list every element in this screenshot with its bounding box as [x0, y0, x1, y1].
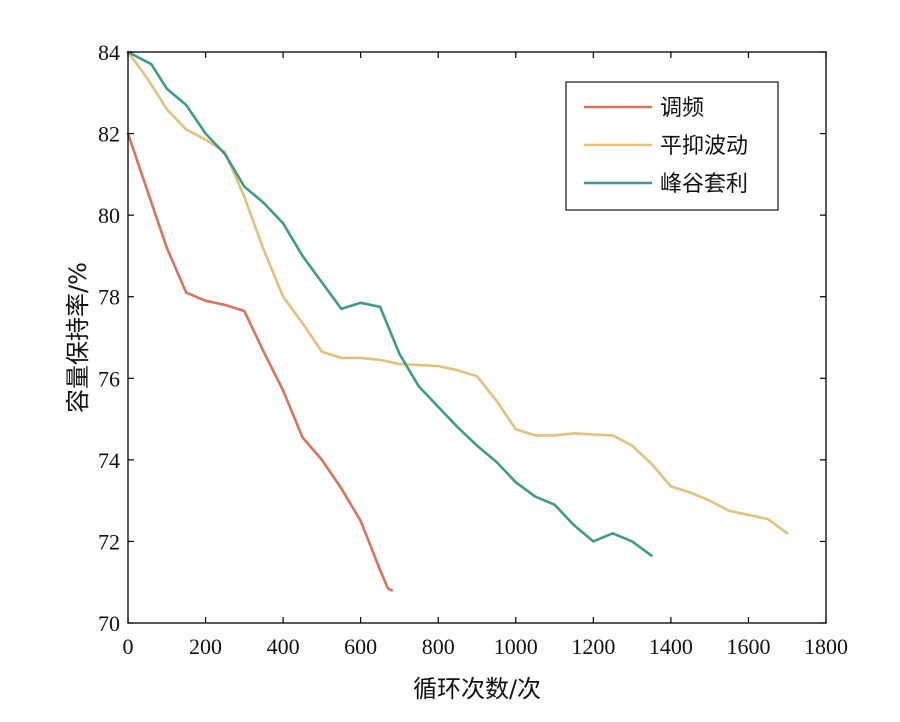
x-axis-title: 循环次数/次 — [413, 675, 541, 703]
legend-label: 调频 — [660, 96, 704, 121]
x-tick-label: 400 — [267, 634, 300, 659]
series-line-2 — [126, 50, 789, 535]
series-line-1 — [126, 132, 393, 592]
axis-ticks: 0 200 400 600 800 1000 1200 1400 1600 1800 70 72 74 7… — [98, 40, 848, 659]
y-tick-label: 74 — [98, 448, 120, 473]
y-tick-label: 76 — [98, 366, 120, 391]
y-tick-label: 80 — [98, 203, 120, 228]
x-tick-label: 200 — [189, 634, 222, 659]
y-tick-label: 78 — [98, 285, 120, 310]
series-line-3 — [126, 50, 653, 557]
x-tick-label: 1200 — [571, 634, 615, 659]
y-tick-label: 70 — [98, 611, 120, 636]
x-tick-label: 0 — [123, 634, 134, 659]
x-tick-label: 600 — [344, 634, 377, 659]
x-tick-label: 800 — [422, 634, 455, 659]
x-tick-label: 1000 — [494, 634, 538, 659]
x-tick-label: 1600 — [726, 634, 770, 659]
x-tick-label: 1800 — [804, 634, 848, 659]
series-layer — [126, 50, 789, 592]
y-tick-label: 82 — [98, 122, 120, 147]
plot-area-frame — [127, 51, 827, 624]
y-tick-label: 72 — [98, 529, 120, 554]
legend-label: 峰谷套利 — [660, 172, 748, 197]
y-tick-label: 84 — [98, 40, 120, 65]
x-tick-label: 1400 — [649, 634, 693, 659]
legend-label: 平抑波动 — [660, 134, 748, 159]
y-axis-title: 容量保持率/% — [64, 262, 92, 413]
